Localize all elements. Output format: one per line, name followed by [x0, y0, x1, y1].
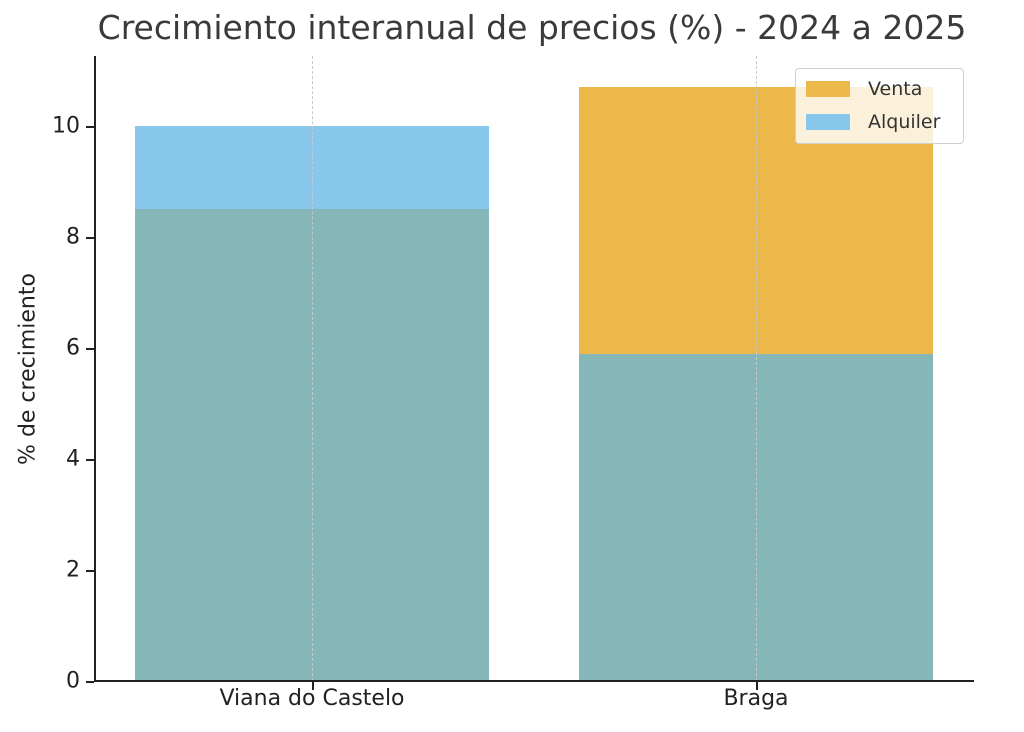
y-tick-mark — [86, 570, 94, 572]
y-tick-mark — [86, 237, 94, 239]
y-tick-mark — [86, 126, 94, 128]
x-tick-mark — [312, 682, 314, 690]
x-tick-label: Viana do Castelo — [219, 686, 405, 711]
y-axis-line — [94, 56, 96, 682]
y-tick-label: 8 — [66, 224, 80, 250]
legend: Venta Alquiler — [795, 68, 964, 144]
y-tick-mark — [86, 459, 94, 461]
y-tick-label: 10 — [52, 113, 80, 139]
chart-title: Crecimiento interanual de precios (%) - … — [97, 8, 967, 47]
y-axis-title: % de crecimiento — [15, 273, 41, 465]
y-tick-label: 0 — [66, 668, 80, 694]
x-gridline — [756, 56, 757, 681]
legend-label-alquiler: Alquiler — [868, 111, 941, 133]
legend-swatch-alquiler — [806, 114, 850, 130]
legend-item-alquiler: Alquiler — [806, 110, 940, 134]
legend-label-venta: Venta — [868, 78, 923, 100]
x-axis-line — [94, 680, 974, 682]
y-tick-label: 4 — [66, 446, 80, 472]
x-tick-mark — [756, 682, 758, 690]
legend-swatch-venta — [806, 81, 850, 97]
y-tick-label: 2 — [66, 557, 80, 583]
x-tick-label: Braga — [723, 686, 789, 711]
y-tick-mark — [86, 681, 94, 683]
legend-item-venta: Venta — [806, 77, 922, 101]
y-tick-label: 6 — [66, 335, 80, 361]
x-gridline — [312, 56, 313, 681]
y-tick-mark — [86, 348, 94, 350]
